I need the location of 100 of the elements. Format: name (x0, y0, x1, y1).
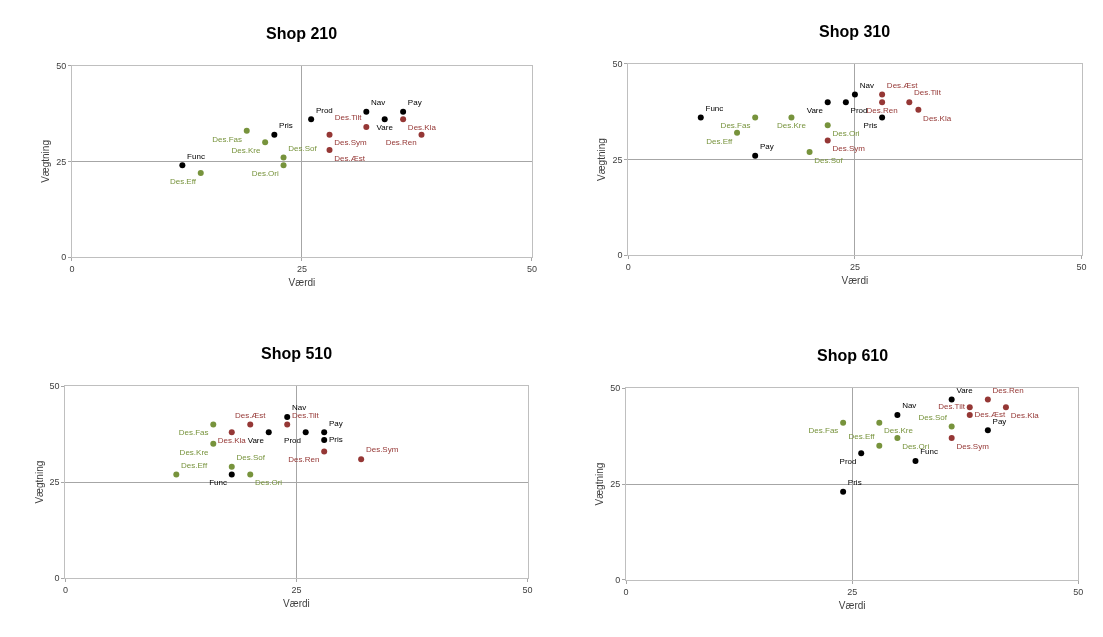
point (265, 429, 272, 436)
point (824, 99, 831, 106)
point (228, 429, 235, 436)
y-axis-title: Vægtning (33, 460, 45, 504)
data-label: Pris (328, 434, 343, 444)
data-label: Pris (847, 477, 862, 487)
point (806, 148, 813, 155)
data-label: Des.Tilt (938, 402, 966, 412)
point (280, 162, 287, 169)
y-tick-label: 0 (54, 573, 60, 584)
data-label: Prod (284, 436, 301, 446)
data-label: Des.Kre (179, 447, 210, 457)
point (879, 114, 886, 121)
point (879, 99, 886, 106)
data-label: Des.Tilt (334, 113, 363, 123)
point (1002, 404, 1009, 411)
data-label: Prod (315, 105, 333, 115)
point (984, 427, 991, 434)
point (948, 396, 955, 403)
data-label: Des.Eff (169, 176, 197, 186)
data-label: Nav (291, 403, 307, 413)
point (197, 169, 204, 176)
point (948, 423, 955, 430)
y-tick-label: 50 (612, 59, 623, 70)
point (262, 139, 269, 146)
point (228, 471, 235, 478)
data-label: Nav (902, 401, 917, 411)
x-tick-label: 50 (522, 584, 533, 595)
data-label: Des.Ren (866, 105, 898, 115)
point (326, 146, 333, 153)
data-label: Des.Æst (974, 409, 1006, 419)
data-label: Prod (850, 105, 868, 115)
y-tick-label: 0 (61, 252, 67, 263)
point (842, 99, 849, 106)
point (284, 421, 291, 428)
data-label: Des.Eff (706, 136, 734, 146)
x-tick-label: 25 (291, 584, 302, 595)
point (824, 137, 831, 144)
y-tick-label: 0 (615, 575, 621, 586)
x-tick-label: 0 (625, 261, 631, 272)
data-label: Des.Ren (288, 455, 320, 465)
point (210, 440, 217, 447)
point (697, 114, 704, 121)
point (179, 162, 186, 169)
point (840, 419, 847, 426)
data-label: Des.Fas (178, 428, 209, 438)
y-tick-label: 25 (56, 156, 67, 167)
point (358, 456, 365, 463)
point (321, 448, 328, 455)
point (966, 404, 973, 411)
y-axis-title: Vægtning (596, 138, 608, 181)
point (788, 114, 795, 121)
y-axis-title: Vægtning (40, 140, 52, 183)
data-label: Des.Tilt (914, 88, 942, 98)
point (906, 99, 913, 106)
data-label: Des.Sym (956, 441, 990, 451)
data-label: Des.Sof (918, 412, 948, 422)
data-label: Des.Æst (234, 410, 267, 420)
data-label: Pay (992, 416, 1007, 426)
point (271, 131, 278, 138)
point (228, 463, 235, 470)
data-label: Des.Kla (217, 436, 247, 446)
data-label: Nav (371, 97, 386, 107)
data-label: Func (209, 478, 228, 488)
data-label: Des.Sym (334, 138, 368, 148)
point (400, 108, 407, 115)
point (851, 91, 858, 98)
point (984, 396, 991, 403)
data-label: Nav (859, 80, 874, 90)
point (247, 471, 254, 478)
y-axis-title: Vægtning (594, 462, 606, 506)
point (400, 116, 407, 123)
point (284, 413, 291, 420)
data-label: Pris (279, 120, 293, 130)
point (752, 114, 759, 121)
data-label: Des.Æst (886, 80, 919, 90)
data-label: Des.Sof (288, 143, 318, 153)
point (363, 108, 370, 115)
data-label: Vare (376, 123, 394, 133)
data-label: Func (187, 151, 205, 161)
x-axis-title: Værdi (841, 275, 869, 287)
data-label: Des.Ori (251, 169, 279, 179)
data-label: Pay (328, 418, 343, 428)
point (247, 421, 254, 428)
data-label: Des.Ori (255, 478, 283, 488)
x-tick-label: 50 (1076, 261, 1087, 272)
data-label: Des.Kla (407, 123, 437, 133)
point (966, 411, 973, 418)
point (824, 122, 831, 129)
y-tick-label: 50 (56, 60, 67, 71)
point (734, 129, 741, 136)
x-tick-label: 25 (296, 263, 307, 274)
data-label: Des.Sym (832, 144, 866, 154)
x-tick-label: 25 (849, 261, 860, 272)
data-label: Des.Kla (1010, 411, 1040, 421)
data-label: Des.Fas (808, 426, 839, 436)
x-axis-title: Værdi (288, 277, 316, 289)
data-label: Pay (759, 141, 774, 151)
data-label: Des.Sym (365, 445, 399, 455)
point (858, 450, 865, 457)
